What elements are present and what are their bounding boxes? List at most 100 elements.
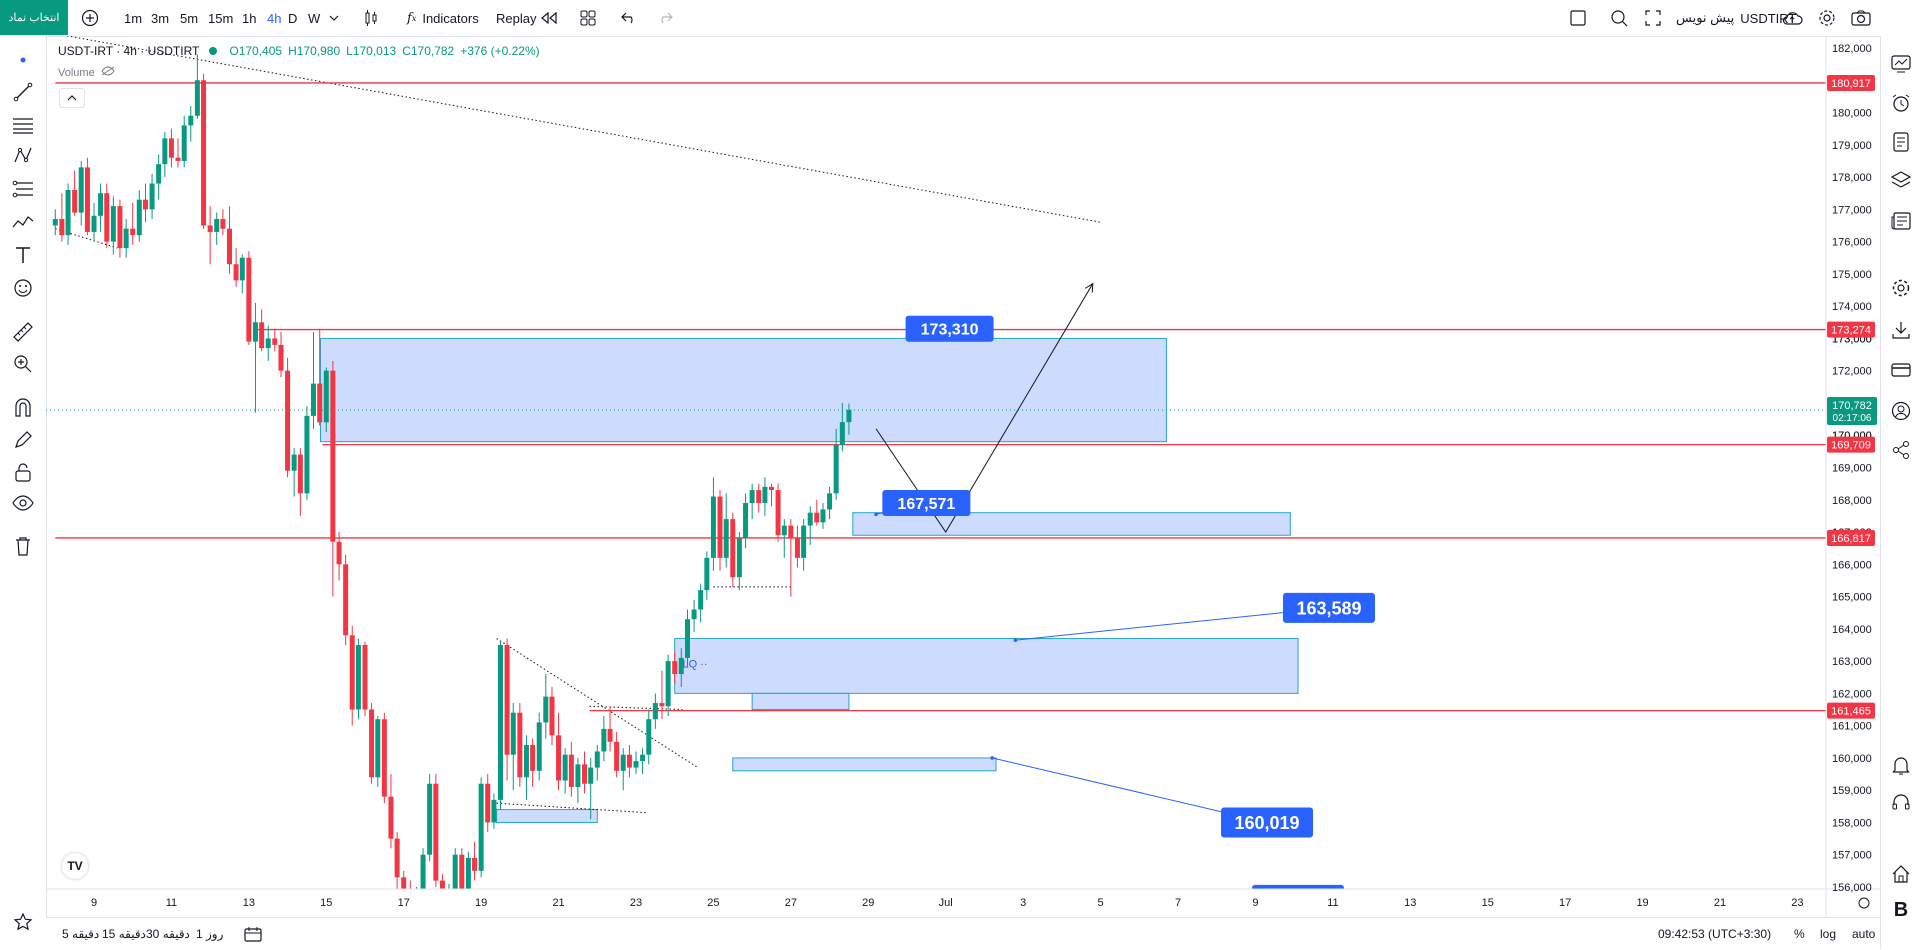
candle bbox=[568, 741, 574, 797]
candle-body bbox=[259, 322, 265, 349]
candle bbox=[188, 106, 194, 142]
pattern-icon[interactable] bbox=[11, 144, 35, 168]
time-tick-label: Jul bbox=[939, 897, 953, 909]
add-symbol-icon[interactable] bbox=[81, 0, 99, 36]
callout-label: 160,019 bbox=[1235, 813, 1300, 833]
download-icon[interactable] bbox=[1889, 318, 1913, 342]
candle bbox=[762, 477, 768, 516]
range-button-2[interactable]: 30 دقیقه bbox=[146, 927, 190, 941]
candle bbox=[375, 715, 381, 787]
candle-body bbox=[820, 509, 826, 523]
symbol-search-button[interactable]: انتخاب نماد bbox=[0, 0, 68, 35]
fullscreen-square-icon[interactable] bbox=[1570, 0, 1586, 36]
magnet-icon[interactable] bbox=[11, 396, 35, 420]
legend-title[interactable]: USDT-IRT · 4h · USDTIRT bbox=[58, 44, 200, 58]
interval-5m[interactable]: 5m bbox=[180, 10, 199, 26]
candle-style-icon[interactable] bbox=[363, 0, 379, 36]
replay-button[interactable]: Replay bbox=[496, 0, 558, 36]
interval-1m[interactable]: 1m bbox=[124, 10, 143, 26]
range-button-1[interactable]: 15 دقیقه bbox=[102, 927, 146, 941]
candle bbox=[427, 774, 433, 862]
interval-3m[interactable]: 3m bbox=[151, 10, 170, 26]
hidden-eye-icon[interactable] bbox=[101, 66, 115, 79]
layers-icon[interactable] bbox=[1889, 168, 1913, 192]
legend-close: C170,782 bbox=[402, 44, 455, 58]
profile-icon[interactable] bbox=[1889, 399, 1913, 423]
favorites-star-icon[interactable] bbox=[11, 910, 35, 934]
percent-toggle[interactable]: % bbox=[1794, 927, 1805, 941]
text-tool-icon[interactable] bbox=[11, 243, 35, 267]
candle-body bbox=[304, 415, 310, 494]
tradingview-logo-icon[interactable]: TV bbox=[62, 853, 88, 879]
legend-open: O170,405 bbox=[229, 44, 283, 58]
share-icon[interactable] bbox=[1889, 438, 1913, 462]
horizontal-lines-icon[interactable] bbox=[11, 113, 35, 137]
camera-icon[interactable] bbox=[1851, 0, 1871, 36]
cloud-icon[interactable] bbox=[1781, 0, 1803, 36]
candle-body bbox=[807, 512, 813, 526]
interval-4h[interactable]: 4h bbox=[267, 10, 282, 26]
interval-D[interactable]: D bbox=[288, 10, 298, 26]
payment-card-icon[interactable] bbox=[1889, 358, 1913, 382]
crosshair-dot-icon[interactable] bbox=[11, 48, 35, 72]
alarm-clock-icon[interactable] bbox=[1889, 91, 1913, 115]
date-range-calendar-icon[interactable] bbox=[244, 918, 262, 950]
range-button-0[interactable]: 5 دقیقه bbox=[62, 927, 100, 941]
visibility-eye-icon[interactable] bbox=[11, 491, 35, 515]
expand-icon[interactable] bbox=[1645, 0, 1661, 36]
trend-line-icon[interactable] bbox=[11, 80, 35, 104]
candle-body bbox=[433, 783, 439, 881]
plot-area: LQ ·· 173,310 167,571 163,589 160,019 155,169 bbox=[46, 36, 1826, 889]
log-toggle[interactable]: log bbox=[1820, 927, 1837, 941]
time-tick-label: 19 bbox=[475, 897, 487, 909]
redo-icon[interactable] bbox=[657, 0, 673, 36]
candle bbox=[769, 483, 774, 507]
layout-grid-icon[interactable] bbox=[580, 0, 596, 36]
candle bbox=[556, 712, 562, 791]
interval-1h[interactable]: 1h bbox=[242, 10, 257, 26]
interval-15m[interactable]: 15m bbox=[208, 10, 234, 26]
time-tick-label: 27 bbox=[785, 897, 797, 909]
price-callout: 167,571 bbox=[874, 489, 971, 517]
range-button-3[interactable]: 1 روز bbox=[196, 927, 224, 941]
emoji-icon[interactable] bbox=[11, 276, 35, 300]
notification-bell-icon[interactable] bbox=[1889, 753, 1913, 777]
market-status-dot-icon bbox=[209, 47, 218, 55]
quick-search-icon[interactable] bbox=[1610, 0, 1628, 36]
watchlist-icon[interactable] bbox=[1889, 52, 1913, 76]
candle bbox=[775, 483, 781, 542]
clock-time-display[interactable]: 09:42:53 (UTC+3:30) bbox=[1658, 927, 1772, 941]
candle bbox=[291, 448, 297, 497]
draw-mode-icon[interactable] bbox=[11, 428, 35, 452]
zoom-in-icon[interactable] bbox=[11, 352, 35, 376]
candle-body bbox=[736, 538, 742, 578]
level-price-text: 161,465 bbox=[1831, 706, 1871, 718]
candle-body bbox=[730, 519, 736, 578]
candle bbox=[336, 532, 342, 581]
fib-tool-icon[interactable] bbox=[11, 177, 35, 201]
undo-icon[interactable] bbox=[621, 0, 637, 36]
notes-icon[interactable] bbox=[1889, 130, 1913, 154]
collapse-legend-button[interactable] bbox=[59, 88, 85, 108]
candle bbox=[601, 715, 607, 762]
ruler-icon[interactable] bbox=[11, 320, 35, 344]
symbol-preview[interactable]: پیش نویس USDTIRT bbox=[1676, 0, 1796, 36]
broker-b-icon[interactable]: B bbox=[1893, 898, 1909, 921]
interval-dropdown-icon[interactable] bbox=[329, 0, 339, 36]
chart-settings-gear-icon[interactable] bbox=[1889, 276, 1913, 300]
settings-gear-icon[interactable] bbox=[1818, 0, 1836, 36]
interval-W[interactable]: W bbox=[308, 10, 321, 26]
home-icon[interactable] bbox=[1889, 862, 1913, 886]
forecast-icon[interactable] bbox=[11, 210, 35, 234]
trash-icon[interactable] bbox=[11, 534, 35, 558]
support-headset-icon[interactable] bbox=[1889, 791, 1913, 815]
auto-toggle[interactable]: auto bbox=[1852, 927, 1876, 941]
candle-body bbox=[549, 696, 555, 736]
candle-body bbox=[684, 619, 690, 658]
candle bbox=[65, 183, 71, 245]
lock-icon[interactable] bbox=[11, 460, 35, 484]
news-icon[interactable] bbox=[1889, 209, 1913, 233]
price-chart[interactable]: LQ ·· 173,310 167,571 163,589 160,019 155,169… bbox=[46, 36, 1880, 917]
volume-legend[interactable]: Volume bbox=[58, 66, 115, 79]
